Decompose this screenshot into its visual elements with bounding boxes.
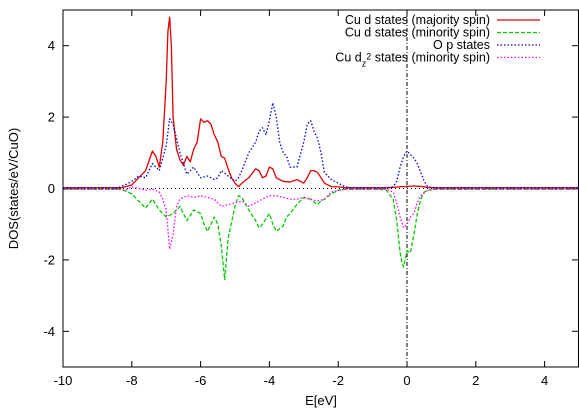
legend-label-1: Cu d states (majority spin)	[345, 13, 490, 27]
legend-label-3: O p states	[433, 38, 490, 52]
legend-label-2: Cu d states (minority spin)	[345, 26, 490, 40]
y-tick-label: -2	[43, 252, 55, 267]
legend-label-4: Cu dz2 states (minority spin)	[335, 51, 490, 69]
y-axis-label: DOS(states/eV/CuO)	[6, 128, 21, 249]
x-tick-label: -10	[54, 373, 73, 388]
series-line-4	[63, 186, 579, 250]
x-tick-label: 0	[403, 373, 410, 388]
x-tick-label: 4	[541, 373, 548, 388]
x-tick-label: -6	[195, 373, 207, 388]
y-tick-label: 0	[48, 181, 55, 196]
tick-labels: -10 -8 -6 -4 -2 0 2 4 -4 -2 0 2 4	[43, 38, 548, 388]
legend: Cu d states (majority spin)Cu d states (…	[335, 13, 540, 69]
x-tick-label: -8	[126, 373, 138, 388]
series-lines	[63, 16, 579, 281]
y-tick-label: -4	[43, 324, 55, 339]
series-line-2	[63, 188, 579, 281]
series-line-1	[63, 16, 579, 189]
series-line-3	[63, 102, 579, 189]
y-tick-label: 2	[48, 110, 55, 125]
x-tick-label: -2	[332, 373, 344, 388]
y-tick-label: 4	[48, 38, 55, 53]
reference-lines	[63, 10, 579, 367]
x-tick-label: 2	[472, 373, 479, 388]
x-axis-label: E[eV]	[305, 393, 337, 408]
x-tick-label: -4	[264, 373, 276, 388]
